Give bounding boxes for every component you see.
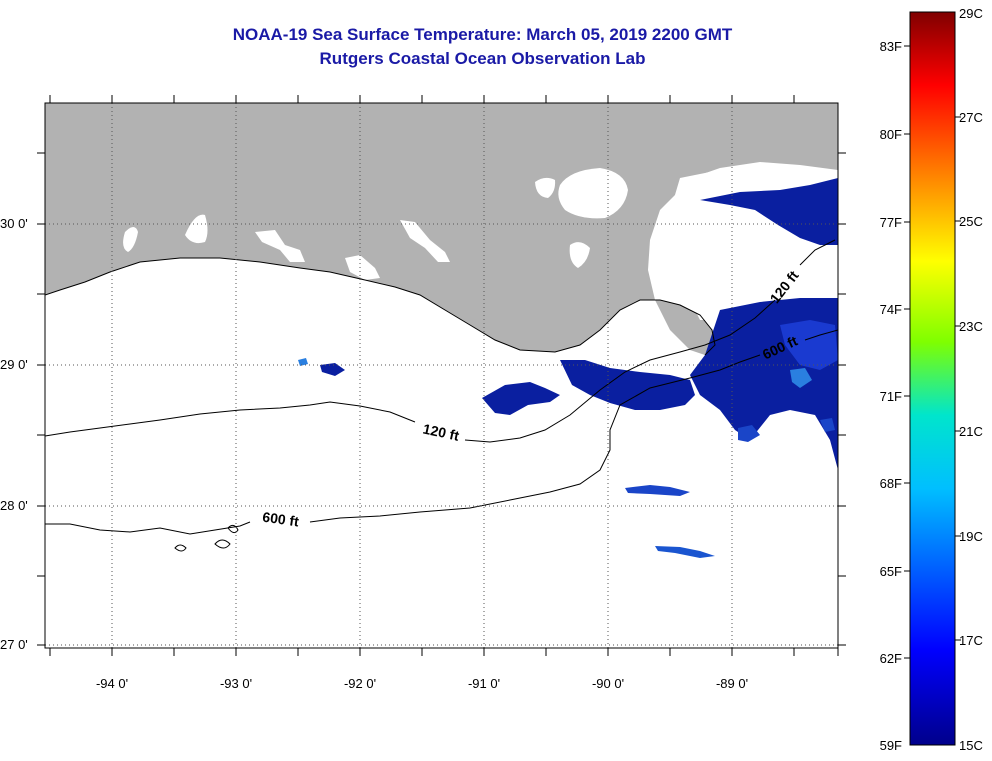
colorbar-f-74: 74F xyxy=(880,302,902,317)
sst-cold-west xyxy=(482,382,560,415)
contour-label-120ft-west: 120 ft xyxy=(421,420,460,443)
colorbar-c-23: 23C xyxy=(959,319,983,334)
frame-ticks xyxy=(37,95,846,656)
sst-cold-central xyxy=(560,360,695,410)
colorbar-f-83: 83F xyxy=(880,39,902,54)
marsh-patches-2 xyxy=(400,220,450,262)
map-subtitle: Rutgers Coastal Ocean Observation Lab xyxy=(319,49,646,68)
lon-label-91: -91 0' xyxy=(468,676,500,691)
lon-label-90: -90 0' xyxy=(592,676,624,691)
sst-patch-small-5 xyxy=(820,418,835,432)
lat-label-29: 29 0' xyxy=(0,357,28,372)
lon-label-92: -92 0' xyxy=(344,676,376,691)
contour-label-600ft-west: 600 ft xyxy=(261,509,300,530)
colorbar-f-62: 62F xyxy=(880,651,902,666)
map-frame xyxy=(44,102,839,649)
colorbar-f-80: 80F xyxy=(880,127,902,142)
sst-patch-small-3 xyxy=(320,363,345,376)
coastline xyxy=(45,257,716,356)
colorbar-c-19: 19C xyxy=(959,529,983,544)
land-mass xyxy=(45,103,838,355)
lake-small xyxy=(535,177,556,198)
colorbar xyxy=(909,11,956,746)
sst-patch-small-4 xyxy=(298,358,308,366)
lake-calcasieu xyxy=(123,227,138,252)
lon-label-93: -93 0' xyxy=(220,676,252,691)
colorbar-c-15: 15C xyxy=(959,738,983,753)
colorbar-f-59: 59F xyxy=(880,738,902,753)
graticule xyxy=(45,103,838,648)
lake-pontchartrain xyxy=(558,168,628,219)
colorbar-c-27: 27C xyxy=(959,110,983,125)
colorbar-f-77: 77F xyxy=(880,215,902,230)
sst-patch-small-1 xyxy=(625,485,690,496)
colorbar-c-21: 21C xyxy=(959,424,983,439)
colorbar-ticks xyxy=(904,45,961,659)
sst-patch-south xyxy=(738,425,760,442)
colorbar-c-17: 17C xyxy=(959,633,983,648)
map-layers xyxy=(45,103,838,558)
map-title: NOAA-19 Sea Surface Temperature: March 0… xyxy=(232,25,733,44)
contour-600ft-islands xyxy=(174,524,239,552)
lat-label-30: 30 0' xyxy=(0,216,28,231)
sst-cold-northeast xyxy=(700,178,838,245)
colorbar-f-71: 71F xyxy=(880,389,902,404)
marsh-patches-1 xyxy=(255,230,305,262)
colorbar-c-25: 25C xyxy=(959,214,983,229)
marsh-patches-3 xyxy=(345,255,380,280)
lat-label-27: 27 0' xyxy=(0,637,28,652)
sst-patch-small-2 xyxy=(655,546,715,558)
lake-sabine-area xyxy=(185,214,208,244)
lat-label-28: 28 0' xyxy=(0,498,28,513)
lon-label-89: -89 0' xyxy=(716,676,748,691)
contour-600ft xyxy=(45,329,838,535)
lon-label-94: -94 0' xyxy=(96,676,128,691)
sst-warm-patch xyxy=(790,368,812,388)
colorbar-f-68: 68F xyxy=(880,476,902,491)
colorbar-f-65: 65F xyxy=(880,564,902,579)
colorbar-c-29: 29C xyxy=(959,6,983,21)
lake-maurepas xyxy=(569,242,590,268)
sst-cold-mid xyxy=(780,320,838,370)
contour-120ft xyxy=(45,239,836,443)
